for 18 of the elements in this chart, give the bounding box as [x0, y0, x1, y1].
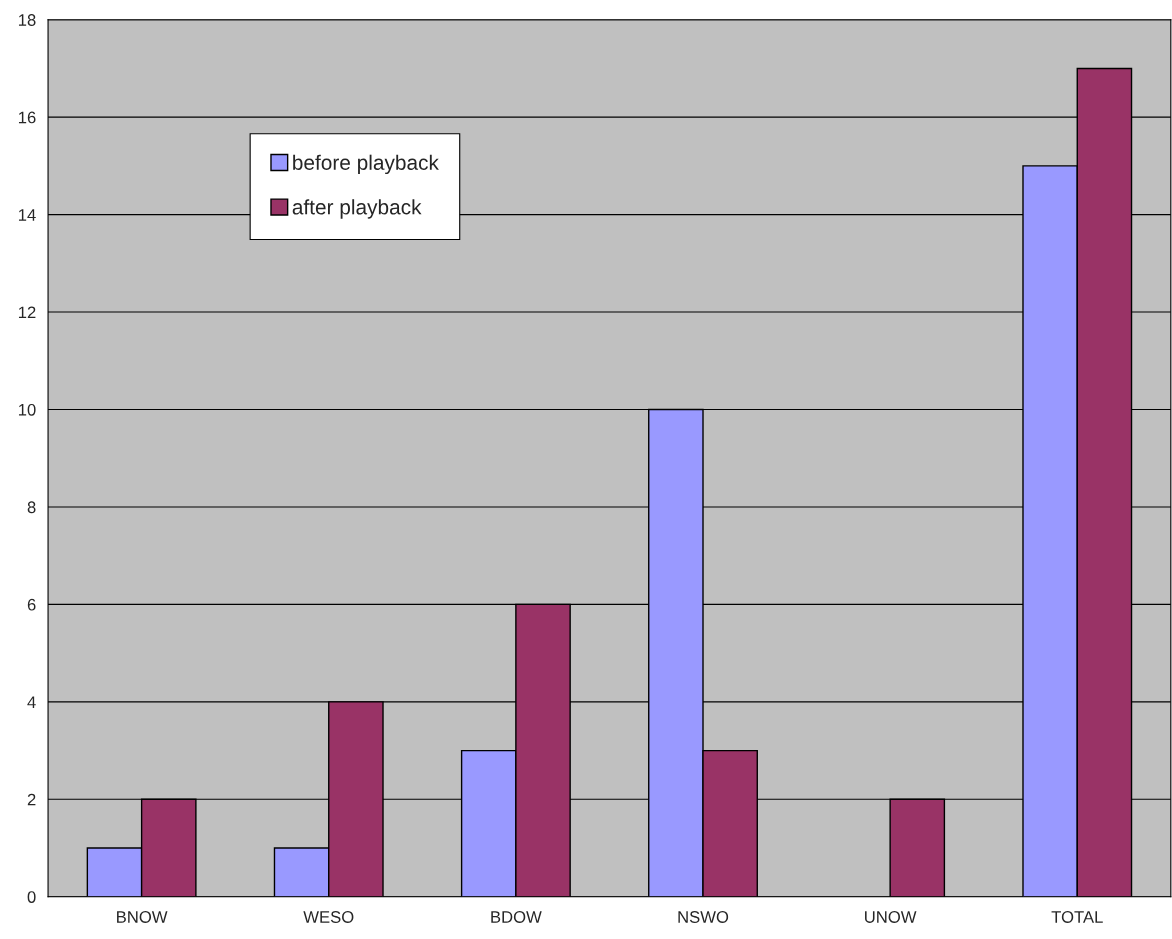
y-tick-label: 2: [27, 793, 36, 806]
x-tick-label: BNOW: [117, 911, 168, 923]
x-tick-label: TOTAL: [1051, 911, 1103, 923]
y-tick-label: 0: [27, 891, 36, 903]
x-tick-label: BDOW: [491, 911, 542, 923]
legend-label: after playback: [292, 199, 422, 219]
y-tick-label: 4: [27, 696, 36, 708]
legend-label: before playback: [293, 154, 439, 175]
y-tick-label: 6: [27, 598, 36, 611]
y-tick-label: 12: [18, 306, 36, 319]
y-tick-label: 16: [18, 111, 36, 124]
x-tick-label: UNOW: [865, 911, 917, 923]
x-tick-label: WESO: [303, 911, 354, 923]
y-tick-label: 18: [18, 14, 36, 26]
y-tick-label: 8: [27, 501, 36, 514]
y-tick-label: 14: [18, 209, 36, 221]
y-tick-label: 10: [18, 403, 36, 416]
x-tick-label: NSWO: [678, 911, 729, 923]
